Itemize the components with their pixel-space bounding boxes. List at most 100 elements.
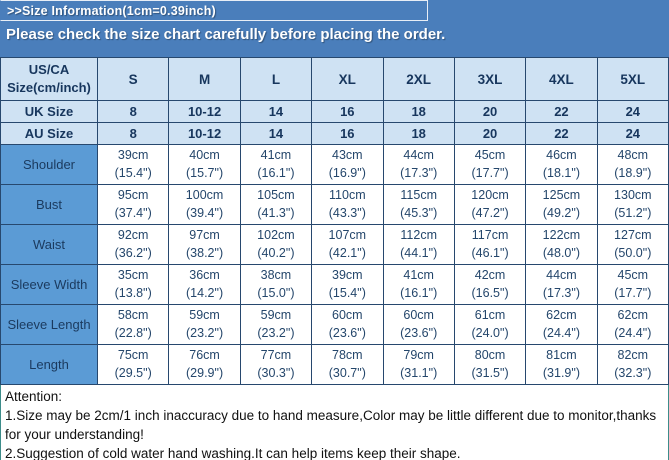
size-table-head: US/CA Size(cm/inch) S M L XL 2XL 3XL 4XL 5XL	[0, 57, 669, 101]
measurement-cm: 110cm	[329, 188, 366, 202]
conversion-row-label: AU Size	[0, 122, 98, 145]
size-header-row: US/CA Size(cm/inch) S M L XL 2XL 3XL 4XL 5XL	[0, 57, 669, 101]
conversion-value-cell: 20	[453, 122, 527, 145]
measurement-inch: (43.3")	[328, 205, 366, 220]
measurement-cm: 122cm	[542, 228, 581, 242]
measurement-inch: (15.0")	[257, 285, 295, 300]
size-table-body: UK Size 8 10-12 14 16 18 20 22 24 AU Size 8 10-12 14…	[0, 100, 669, 385]
measurement-value-cell: 80cm (31.5")	[453, 344, 527, 385]
measurement-inch: (29.5")	[114, 365, 152, 380]
measurement-value-cell: 39cm (15.4")	[311, 264, 384, 305]
attention-title: Attention:	[5, 389, 63, 404]
conversion-value-cell: 18	[382, 100, 455, 123]
measurement-row: Sleeve Width 35cm (13.8") 36cm (14.2") 38cm (1…	[0, 264, 669, 305]
measurement-row: Sleeve Length 58cm (22.8") 59cm (23.2") 59cm (…	[0, 304, 669, 345]
measurement-cm: 41cm	[260, 148, 292, 162]
conversion-value-cell: 22	[525, 100, 598, 123]
size-table: US/CA Size(cm/inch) S M L XL 2XL 3XL 4XL 5XL UK…	[0, 57, 669, 385]
measurement-cm: 62cm	[617, 308, 649, 322]
measurement-row-label: Bust	[0, 184, 98, 225]
measurement-inch: (18.9")	[614, 165, 652, 180]
measurement-cm: 92cm	[117, 228, 149, 242]
measurement-inch: (16.1")	[257, 165, 295, 180]
measurement-value-cell: 105cm (41.3")	[239, 184, 313, 225]
conversion-value-cell: 8	[96, 122, 170, 145]
size-chart-warning: Please check the size chart carefully be…	[6, 26, 446, 43]
measurement-cm: 60cm	[403, 308, 434, 322]
measurement-cm: 39cm	[332, 268, 363, 282]
measurement-row-label: Sleeve Length	[0, 304, 98, 345]
measurement-value-cell: 110cm (43.3")	[311, 184, 384, 225]
attention-lines: 1.Size may be 2cm/1 inch inaccuracy due …	[5, 406, 664, 460]
measurement-inch: (15.4")	[328, 285, 366, 300]
measurement-cm: 41cm	[403, 268, 434, 282]
measurement-inch: (32.3")	[614, 365, 652, 380]
measurement-cm: 76cm	[189, 348, 220, 362]
measurement-value-cell: 58cm (22.8")	[96, 304, 170, 345]
measurement-inch: (15.4")	[114, 165, 152, 180]
size-column-header: M	[168, 57, 241, 101]
measurement-value-cell: 60cm (23.6")	[311, 304, 384, 345]
measurement-cm: 77cm	[260, 348, 292, 362]
measurement-cm: 35cm	[117, 268, 149, 282]
measurement-cm: 78cm	[332, 348, 363, 362]
measurement-inch: (45.3")	[400, 205, 438, 220]
measurement-inch: (30.3")	[257, 365, 295, 380]
measurement-cm: 117cm	[471, 228, 509, 242]
measurement-cm: 59cm	[260, 308, 292, 322]
measurement-value-cell: 75cm (29.5")	[96, 344, 170, 385]
measurement-cm: 107cm	[328, 228, 367, 242]
measurement-cm: 120cm	[471, 188, 509, 202]
measurement-inch: (30.7")	[328, 365, 366, 380]
conversion-row: AU Size 8 10-12 14 16 18 20 22 24	[0, 122, 669, 145]
measurement-cm: 112cm	[400, 228, 437, 242]
measurement-inch: (17.7")	[471, 165, 509, 180]
measurement-value-cell: 122cm (48.0")	[525, 224, 598, 265]
measurement-inch: (40.2")	[257, 245, 295, 260]
measurement-value-cell: 92cm (36.2")	[96, 224, 170, 265]
measurement-value-cell: 76cm (29.9")	[168, 344, 241, 385]
measurement-value-cell: 117cm (46.1")	[453, 224, 527, 265]
measurement-cm: 82cm	[617, 348, 649, 362]
measurement-cm: 97cm	[189, 228, 220, 242]
measurement-row-label: Length	[0, 344, 98, 385]
measurement-row: Waist 92cm (36.2") 97cm (38.2") 102cm (40.2") 1…	[0, 224, 669, 265]
measurement-inch: (41.3")	[257, 205, 295, 220]
measurement-cm: 58cm	[117, 308, 149, 322]
measurement-inch: (31.1")	[400, 365, 438, 380]
measurement-value-cell: 61cm (24.0")	[453, 304, 527, 345]
measurement-cm: 46cm	[546, 148, 577, 162]
corner-line-2: Size(cm/inch)	[7, 80, 91, 95]
conversion-value-cell: 8	[96, 100, 170, 123]
measurement-value-cell: 81cm (31.9")	[525, 344, 598, 385]
measurement-inch: (46.1")	[471, 245, 509, 260]
conversion-value-cell: 24	[596, 122, 669, 145]
measurement-inch: (23.6")	[328, 325, 366, 340]
corner-line-1: US/CA	[28, 62, 70, 78]
conversion-value-cell: 16	[311, 100, 384, 123]
measurement-value-cell: 95cm (37.4")	[96, 184, 170, 225]
conversion-value-cell: 22	[525, 122, 598, 145]
measurement-value-cell: 107cm (42.1")	[311, 224, 384, 265]
measurement-cm: 60cm	[332, 308, 363, 322]
measurement-inch: (23.2")	[257, 325, 295, 340]
measurement-value-cell: 115cm (45.3")	[382, 184, 455, 225]
measurement-value-cell: 60cm (23.6")	[382, 304, 455, 345]
measurement-inch: (16.5")	[471, 285, 509, 300]
measurement-inch: (23.6")	[400, 325, 438, 340]
size-column-header: S	[96, 57, 170, 101]
measurement-value-cell: 127cm (50.0")	[596, 224, 669, 265]
measurement-value-cell: 41cm (16.1")	[382, 264, 455, 305]
attention-line: 1.Size may be 2cm/1 inch inaccuracy due …	[5, 408, 657, 443]
measurement-value-cell: 44cm (17.3")	[382, 144, 455, 185]
measurement-cm: 40cm	[189, 148, 220, 162]
measurement-value-cell: 35cm (13.8")	[96, 264, 170, 305]
corner-cell: US/CA Size(cm/inch)	[0, 57, 98, 101]
header-banner: >>Size Information(1cm=0.39inch) Please …	[0, 0, 669, 57]
measurement-row-label: Waist	[0, 224, 98, 265]
measurement-row-label: Sleeve Width	[0, 264, 98, 305]
measurement-cm: 43cm	[332, 148, 363, 162]
measurement-inch: (22.8")	[114, 325, 152, 340]
measurement-inch: (13.8")	[114, 285, 152, 300]
measurement-inch: (48.0")	[542, 245, 580, 260]
